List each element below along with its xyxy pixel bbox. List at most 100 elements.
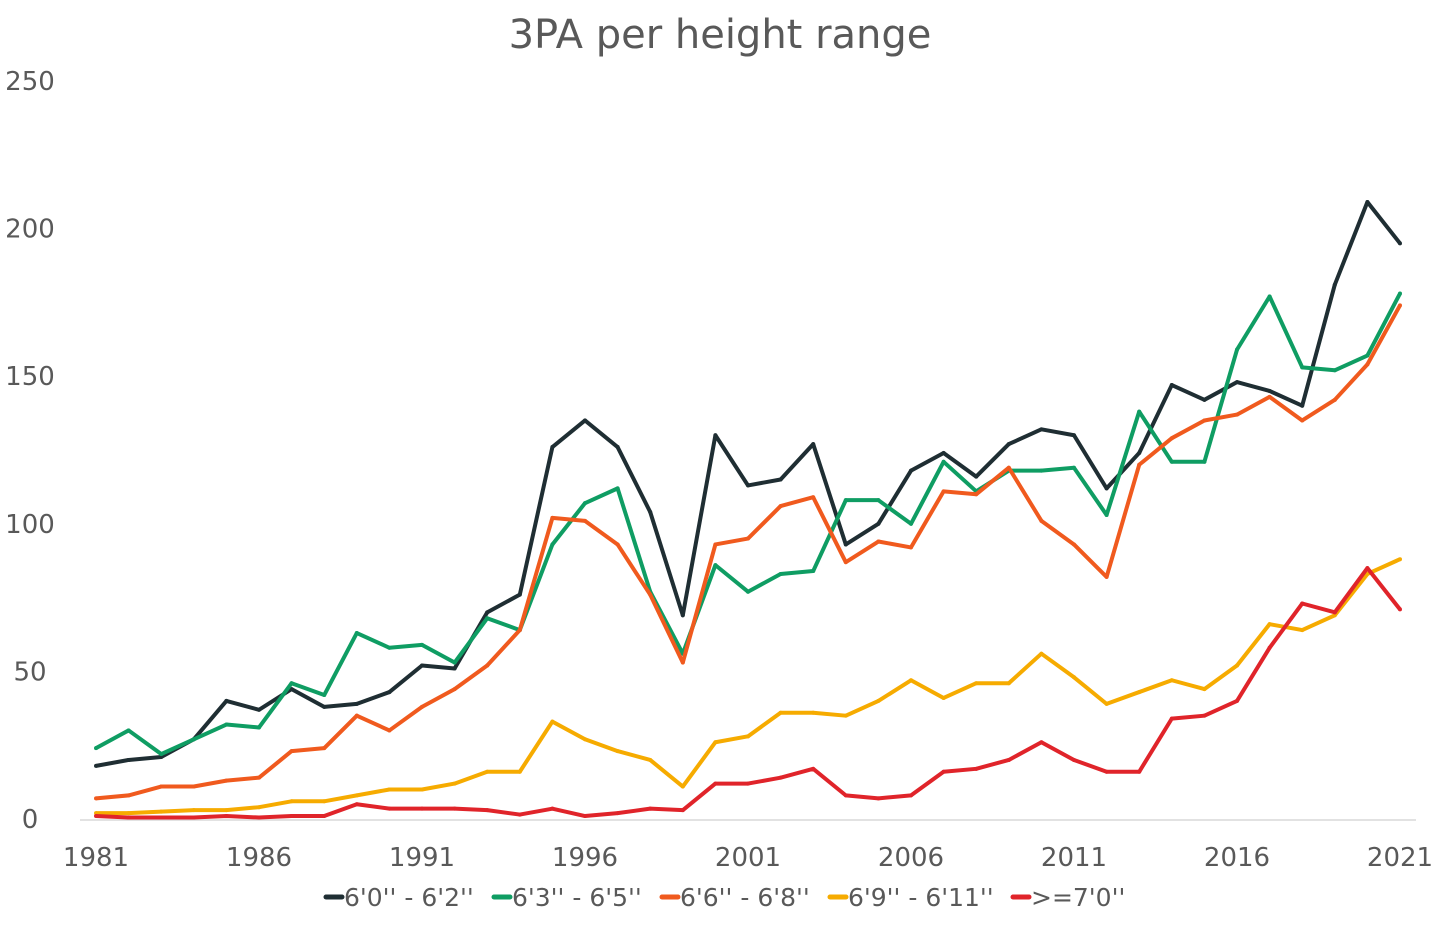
data-point (420, 663, 424, 668)
data-point (289, 749, 294, 754)
data-point (1169, 678, 1174, 683)
y-tick-label: 100 (5, 510, 55, 540)
data-point (778, 710, 783, 715)
data-point (778, 477, 783, 482)
data-point (680, 784, 685, 789)
data-point (485, 616, 490, 621)
data-point (1006, 465, 1011, 470)
x-tick-label: 1996 (552, 843, 618, 873)
data-point (1169, 459, 1174, 464)
data-point (1235, 347, 1239, 352)
data-point (159, 815, 164, 820)
data-point (583, 814, 587, 819)
data-point (517, 592, 522, 597)
data-point (1104, 512, 1109, 517)
data-point (876, 796, 881, 801)
data-point (615, 749, 620, 754)
data-point (420, 704, 424, 709)
data-point (1235, 380, 1239, 385)
data-point (550, 806, 555, 811)
data-point (1365, 353, 1370, 358)
data-point (811, 766, 816, 771)
data-point (550, 445, 555, 450)
data-point (1039, 740, 1044, 745)
data-point (94, 814, 98, 819)
data-point (224, 778, 229, 783)
data-point (517, 812, 522, 817)
data-point (941, 695, 946, 700)
data-point (485, 769, 490, 774)
data-point (1300, 628, 1305, 633)
data-point (387, 787, 392, 792)
data-point (1235, 663, 1239, 668)
data-point (94, 746, 98, 751)
data-point (1332, 613, 1337, 618)
data-point (648, 592, 653, 597)
data-point (1398, 557, 1402, 562)
data-point (94, 796, 98, 801)
data-point (224, 698, 229, 703)
data-point (778, 775, 783, 780)
data-point (746, 536, 750, 541)
data-point (974, 681, 979, 686)
data-point (1365, 571, 1370, 576)
data-point (746, 781, 750, 786)
data-point (843, 542, 848, 547)
data-point (1267, 622, 1272, 627)
data-point (517, 628, 522, 633)
data-point (615, 811, 620, 816)
data-point (1202, 713, 1207, 718)
data-point (746, 734, 750, 739)
data-point (517, 769, 522, 774)
data-point (1169, 716, 1174, 721)
data-point (778, 504, 783, 509)
data-point (778, 571, 783, 576)
data-point (811, 710, 816, 715)
data-point (420, 642, 424, 647)
data-point (224, 814, 229, 819)
data-point (322, 693, 327, 698)
data-point (909, 545, 913, 550)
data-point (1267, 294, 1272, 299)
legend-label: 6'0'' - 6'2'' (344, 883, 474, 912)
data-point (289, 799, 294, 804)
data-point (876, 521, 881, 526)
y-tick-label: 200 (5, 215, 55, 245)
data-point (1006, 757, 1011, 762)
data-point (1202, 397, 1207, 402)
data-point (452, 666, 457, 671)
data-point (1235, 698, 1239, 703)
data-point (224, 722, 229, 727)
data-point (1332, 282, 1337, 287)
data-point (680, 808, 685, 813)
data-point (485, 808, 490, 813)
series-line-4 (95, 566, 1402, 820)
data-point (974, 492, 979, 497)
data-point (713, 781, 718, 786)
data-point (1300, 418, 1305, 423)
data-point (1039, 427, 1044, 432)
data-point (843, 560, 848, 565)
data-point (909, 678, 913, 683)
data-point (289, 687, 294, 692)
data-point (322, 799, 327, 804)
data-point (1202, 687, 1207, 692)
data-point (257, 805, 261, 810)
data-point (811, 442, 816, 447)
data-point (257, 725, 261, 730)
data-point (1104, 769, 1109, 774)
data-point (289, 814, 294, 819)
data-point (746, 589, 750, 594)
data-point (1039, 468, 1044, 473)
x-tick-label: 2001 (715, 843, 781, 873)
data-point (615, 542, 620, 547)
data-point (713, 542, 718, 547)
data-point (811, 569, 816, 574)
data-point (257, 707, 261, 712)
data-point (648, 806, 653, 811)
x-tick-label: 2011 (1041, 843, 1107, 873)
legend-label: 6'9'' - 6'11'' (848, 883, 994, 912)
data-point (159, 755, 164, 760)
data-point (354, 631, 359, 636)
data-point (1332, 610, 1337, 615)
